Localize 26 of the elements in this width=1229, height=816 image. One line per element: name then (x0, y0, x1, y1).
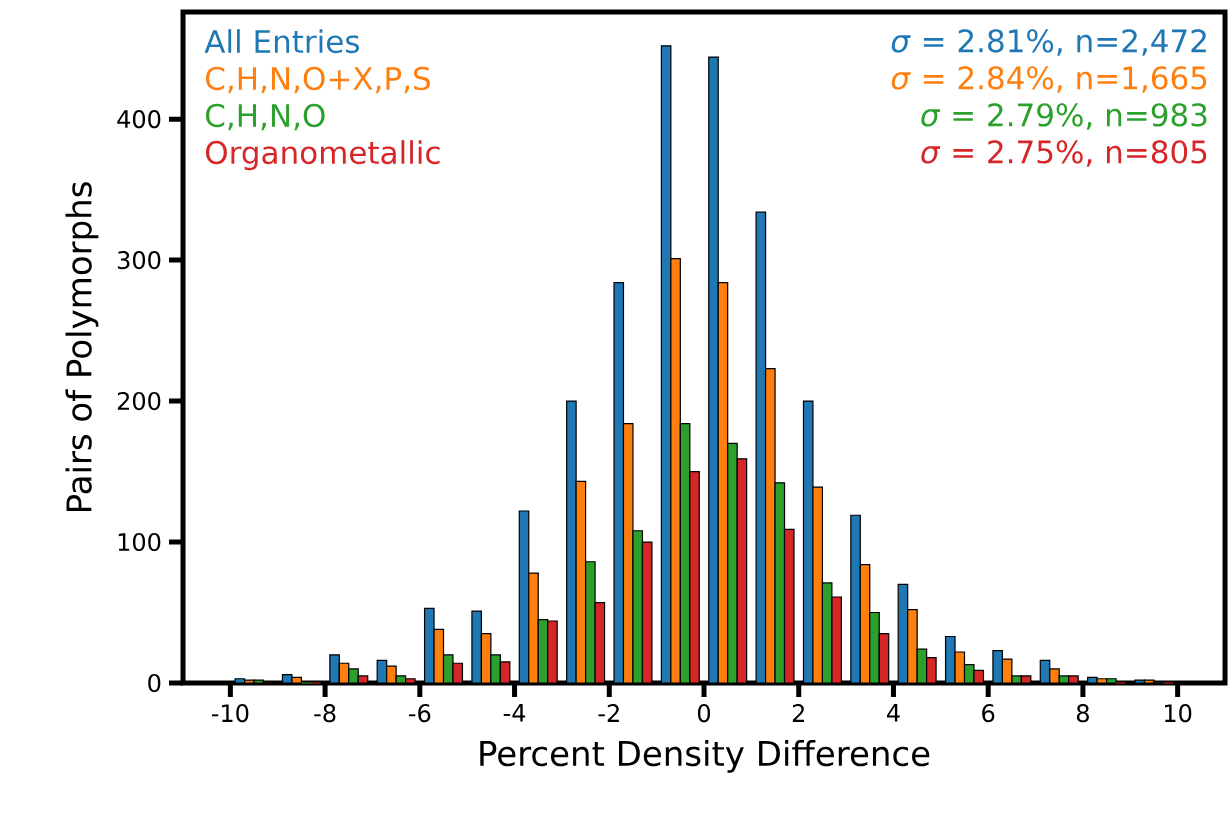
annotation: σ = 2.79%, n=983 (921, 103, 1207, 130)
y-tick-label: 100 (118, 532, 161, 552)
annotation: σ = 2.81%, n=2,472 (891, 29, 1206, 56)
x-tick-label: -8 (314, 704, 336, 723)
x-tick-label: 4 (886, 704, 900, 722)
x-tick-label: -2 (598, 704, 619, 722)
y-tick-label: 200 (117, 391, 161, 411)
x-tick-label: -4 (503, 704, 526, 722)
x-tick-label: -10 (211, 704, 249, 723)
x-tick-label: 2 (792, 704, 804, 722)
annotation: σ = 2.84%, n=1,665 (891, 66, 1207, 93)
x-tick-label: 8 (1076, 704, 1089, 723)
y-tick-label: 400 (117, 110, 161, 129)
text: Organometallic (205, 140, 440, 171)
text: C,H,N,O (205, 103, 325, 131)
y-axis-title: Pairs of Polymorphs (65, 182, 99, 512)
x-tick-label: -6 (409, 704, 431, 723)
text: C,H,N,O+X,P,S (205, 66, 430, 94)
x-axis-title: Percent Density Difference (480, 739, 930, 773)
text: All Entries (204, 29, 359, 54)
y-tick-label: 0 (148, 673, 161, 693)
x-tick-label: 0 (697, 704, 711, 723)
y-tick-label: 300 (117, 251, 161, 270)
x-tick-label: 10 (1165, 704, 1192, 723)
annotation: σ = 2.75%, n=805 (921, 140, 1207, 167)
x-tick-label: 6 (982, 704, 995, 723)
